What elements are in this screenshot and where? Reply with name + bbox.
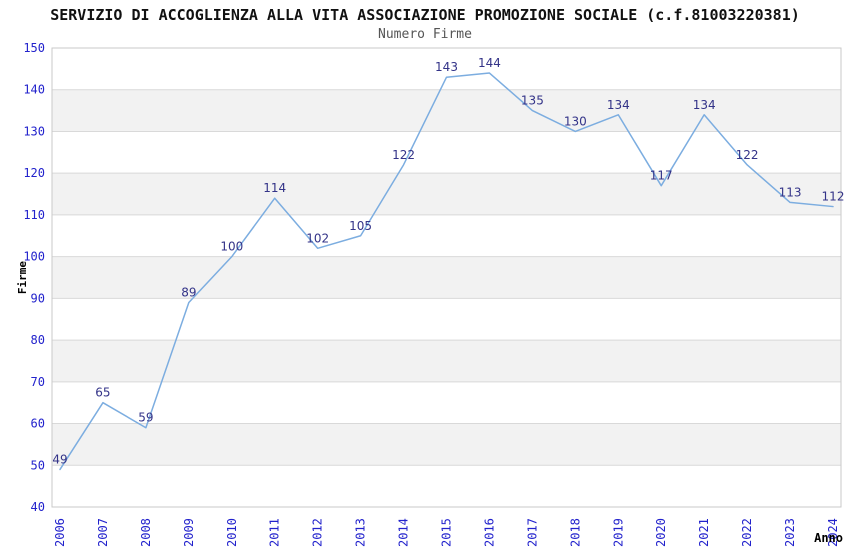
y-tick-label: 120: [23, 166, 45, 180]
y-tick-label: 110: [23, 208, 45, 222]
y-tick-label: 130: [23, 124, 45, 138]
y-tick-label: 100: [23, 250, 45, 264]
data-point-label: 122: [736, 148, 759, 162]
y-axis-title: Firme: [16, 261, 29, 294]
y-tick-label: 90: [31, 291, 45, 305]
x-tick-label: 2014: [397, 518, 411, 547]
grid-band: [52, 340, 841, 382]
x-tick-label: 2013: [354, 518, 368, 547]
x-tick-label: 2016: [482, 518, 496, 547]
data-point-label: 105: [349, 219, 372, 233]
data-point-label: 49: [52, 452, 67, 466]
x-tick-label: 2015: [440, 518, 454, 547]
chart-subtitle: Numero Firme: [378, 27, 472, 42]
data-point-label: 102: [306, 231, 329, 245]
x-tick-label: 2018: [568, 518, 582, 547]
y-tick-label: 40: [31, 500, 45, 514]
x-tick-label: 2010: [225, 518, 239, 547]
x-tick-label: 2012: [311, 518, 325, 547]
x-tick-label: 2011: [268, 518, 282, 547]
grid-band: [52, 256, 841, 299]
chart-title: SERVIZIO DI ACCOGLIENZA ALLA VITA ASSOCI…: [50, 6, 800, 24]
series-line: [59, 72, 834, 471]
y-tick-label: 150: [23, 41, 45, 55]
data-point-label: 134: [607, 98, 630, 112]
x-tick-label: 2024: [826, 518, 840, 547]
grid-band: [52, 423, 841, 466]
x-tick-label: 2008: [139, 518, 153, 547]
x-tick-label: 2006: [53, 518, 67, 547]
x-tick-label: 2022: [740, 518, 754, 547]
data-point-label: 144: [478, 56, 501, 70]
data-point-label: 143: [435, 60, 458, 74]
data-point-label: 113: [779, 185, 802, 199]
y-tick-label: 50: [31, 458, 45, 472]
x-axis-title: Anno: [814, 531, 843, 545]
x-tick-label: 2023: [783, 518, 797, 547]
data-point-label: 130: [564, 114, 587, 128]
data-point-label: 65: [95, 386, 110, 400]
x-tick-label: 2009: [182, 518, 196, 547]
data-point-label: 134: [693, 98, 716, 112]
data-point-label: 135: [521, 94, 544, 108]
x-tick-label: 2020: [654, 518, 668, 547]
plot-border: [51, 47, 842, 508]
y-tick-label: 70: [31, 375, 45, 389]
data-point-label: 122: [392, 148, 415, 162]
x-tick-label: 2021: [697, 518, 711, 547]
data-point-label: 112: [822, 190, 845, 204]
y-tick-label: 140: [23, 83, 45, 97]
data-point-label: 89: [181, 286, 196, 300]
y-tick-label: 80: [31, 333, 45, 347]
x-tick-label: 2007: [96, 518, 110, 547]
x-tick-label: 2017: [525, 518, 539, 547]
y-tick-label: 60: [31, 417, 45, 431]
grid-band: [52, 173, 841, 215]
grid-band: [52, 89, 841, 132]
data-point-label: 114: [263, 181, 286, 195]
data-point-label: 59: [138, 411, 153, 425]
x-tick-label: 2019: [611, 518, 625, 547]
data-point-label: 117: [650, 169, 673, 183]
data-point-label: 100: [220, 240, 243, 254]
